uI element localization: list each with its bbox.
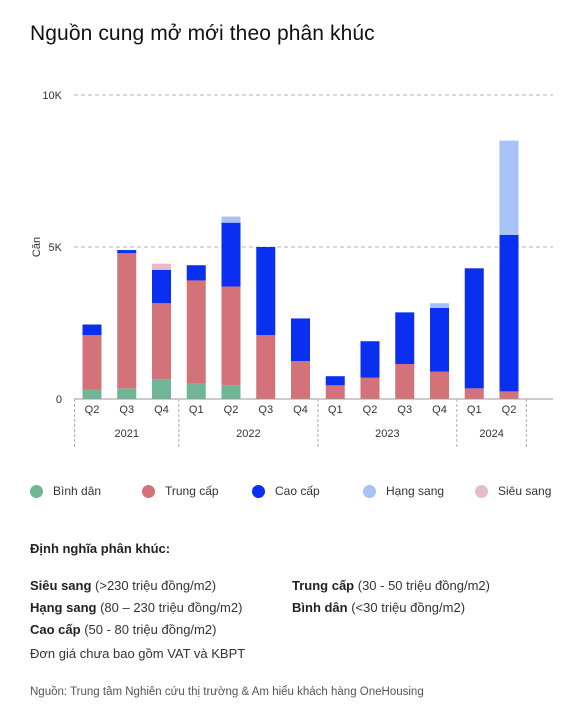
definition-name: Bình dân bbox=[292, 600, 348, 615]
legend-item: Bình dân bbox=[30, 484, 101, 498]
bar-segment bbox=[152, 303, 171, 380]
year-label: 2021 bbox=[115, 428, 139, 440]
bar-segment bbox=[186, 265, 206, 281]
legend-swatch bbox=[475, 484, 488, 498]
x-tick-label: Q1 bbox=[328, 404, 343, 416]
chart-title: Nguồn cung mở mới theo phân khúc bbox=[30, 22, 375, 45]
definition-item: Cao cấp (50 - 80 triệu đồng/m2) bbox=[30, 622, 216, 637]
bar-segment bbox=[325, 385, 345, 399]
bar-segment bbox=[256, 247, 276, 336]
definitions-heading: Định nghĩa phân khúc: bbox=[30, 541, 171, 556]
x-tick-label: Q2 bbox=[363, 404, 378, 416]
y-tick-label: 10K bbox=[42, 90, 62, 102]
legend-label: Bình dân bbox=[53, 484, 102, 498]
definition-item: Trung cấp (30 - 50 triệu đồng/m2) bbox=[292, 578, 490, 593]
bar-segment bbox=[499, 140, 519, 235]
bar-segment bbox=[395, 364, 415, 399]
bar-segment bbox=[186, 383, 206, 399]
bar-segment bbox=[325, 376, 345, 386]
x-tick-label: Q2 bbox=[224, 404, 239, 416]
bar-segment bbox=[360, 377, 380, 399]
x-tick-label: Q2 bbox=[85, 404, 100, 416]
definition-name: Trung cấp bbox=[292, 578, 355, 593]
x-tick-label: Q2 bbox=[502, 404, 517, 416]
bar-segment bbox=[186, 280, 206, 384]
definition-range: (<30 triệu đồng/m2) bbox=[347, 600, 466, 615]
definition-range: (50 - 80 triệu đồng/m2) bbox=[80, 622, 217, 637]
bar-segment bbox=[221, 385, 241, 399]
x-tick-label: Q3 bbox=[119, 404, 134, 416]
x-tick-label: Q1 bbox=[467, 404, 482, 416]
legend-item: Trung cấp bbox=[142, 484, 219, 498]
bar-segment bbox=[82, 389, 102, 399]
legend-swatch bbox=[30, 484, 43, 498]
bar-segment bbox=[291, 318, 310, 361]
bar-segment bbox=[430, 371, 449, 399]
legend-label: Hạng sang bbox=[386, 484, 445, 498]
stacked-bar-chart: 0 5K 10K Căn Q2 Q3 Q4 Q1 Q2 Q3 Q4 Q1 Q2 Q3 Q4 Q1 Q2 2021 2… bbox=[31, 90, 553, 447]
source-text: Nguồn: Trung tâm Nghiên cứu thị trường &… bbox=[30, 686, 424, 698]
bar-segment bbox=[464, 268, 484, 389]
legend: Bình dân Trung cấp Cao cấp Hạng sang Siêu sa… bbox=[30, 484, 560, 500]
definition-range: (30 - 50 triệu đồng/m2) bbox=[354, 578, 490, 593]
year-label: 2024 bbox=[479, 428, 503, 440]
bar-segment bbox=[221, 222, 241, 287]
definition-name: Hạng sang bbox=[30, 600, 97, 615]
y-axis-label: Căn bbox=[31, 237, 43, 257]
bar-segment bbox=[464, 388, 484, 399]
x-tick-label: Q1 bbox=[189, 404, 204, 416]
bar-segment bbox=[117, 250, 137, 254]
bar-segment bbox=[360, 341, 380, 378]
bar-segment bbox=[256, 335, 276, 399]
legend-item: Hạng sang bbox=[363, 484, 444, 498]
definition-name: Cao cấp bbox=[30, 622, 81, 637]
definition-item: Hạng sang (80 – 230 triệu đồng/m2) bbox=[30, 600, 242, 615]
legend-swatch bbox=[252, 484, 265, 498]
bar-segment bbox=[430, 307, 449, 372]
price-note: Đơn giá chưa bao gồm VAT và KBPT bbox=[30, 646, 246, 661]
legend-label: Cao cấp bbox=[275, 484, 320, 498]
x-tick-label: Q4 bbox=[293, 404, 308, 416]
bar-segment bbox=[117, 388, 137, 399]
bar-segment bbox=[221, 216, 241, 223]
bar-segment bbox=[221, 286, 241, 386]
legend-swatch bbox=[142, 484, 155, 498]
x-tick-label: Q4 bbox=[154, 404, 169, 416]
definition-item: Bình dân (<30 triệu đồng/m2) bbox=[292, 600, 465, 615]
year-label: 2023 bbox=[375, 428, 399, 440]
bar-segment bbox=[117, 253, 137, 389]
bar-segment bbox=[152, 263, 171, 270]
legend-item: Cao cấp bbox=[252, 484, 320, 498]
x-tick-label: Q4 bbox=[432, 404, 447, 416]
definition-name: Siêu sang bbox=[30, 578, 92, 593]
bar-segment bbox=[430, 303, 449, 308]
bar-segment bbox=[82, 324, 102, 336]
bar-segment bbox=[291, 361, 310, 399]
bar-segment bbox=[152, 269, 171, 304]
legend-item: Siêu sang bbox=[475, 484, 551, 498]
definition-item: Siêu sang (>230 triệu đồng/m2) bbox=[30, 578, 216, 593]
y-tick-label: 0 bbox=[56, 394, 62, 406]
year-label: 2022 bbox=[236, 428, 260, 440]
bar-segment bbox=[152, 379, 171, 399]
legend-label: Trung cấp bbox=[165, 484, 219, 498]
bar-segment bbox=[395, 312, 415, 365]
y-tick-label: 5K bbox=[49, 242, 63, 254]
x-tick-label: Q3 bbox=[258, 404, 273, 416]
legend-label: Siêu sang bbox=[498, 484, 552, 498]
bar-segment bbox=[82, 335, 102, 390]
x-tick-label: Q3 bbox=[397, 404, 412, 416]
bar-segment bbox=[499, 234, 519, 392]
legend-swatch bbox=[363, 484, 376, 498]
definition-range: (80 – 230 triệu đồng/m2) bbox=[96, 600, 243, 615]
bar-segment bbox=[499, 391, 519, 399]
definition-range: (>230 triệu đồng/m2) bbox=[91, 578, 217, 593]
